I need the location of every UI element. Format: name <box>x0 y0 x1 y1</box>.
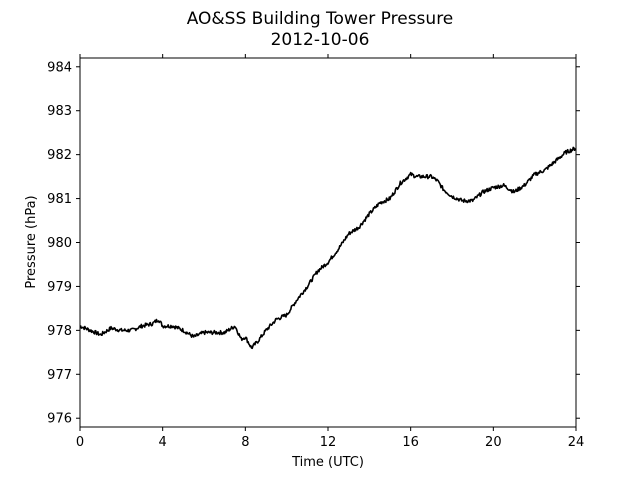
x-tick-label-16: 16 <box>402 435 419 450</box>
x-tick-label-20: 20 <box>485 435 502 450</box>
x-tick-label-12: 12 <box>320 435 337 450</box>
plot-frame <box>79 57 577 428</box>
y-tick-label-983: 983 <box>47 104 72 119</box>
plot-area: 0 4 8 12 16 20 24 976 977 978 979 980 981 982 983 984 <box>47 54 584 450</box>
y-axis-label: Pressure (hPa) <box>24 195 39 288</box>
x-tick-label-4: 4 <box>159 435 167 450</box>
chart-title: AO&SS Building Tower Pressure <box>187 9 454 29</box>
y-tick-label-978: 978 <box>47 324 72 339</box>
x-tick-label-0: 0 <box>76 435 84 450</box>
y-tick-label-982: 982 <box>47 148 72 163</box>
chart-subtitle: 2012-10-06 <box>271 30 370 50</box>
pressure-line <box>79 146 577 350</box>
y-tick-label-984: 984 <box>47 60 72 75</box>
y-tick-label-977: 977 <box>47 368 72 383</box>
y-tick-label-980: 980 <box>47 236 72 251</box>
x-axis-label: Time (UTC) <box>291 455 364 470</box>
x-tick-label-8: 8 <box>241 435 249 450</box>
x-tick-label-24: 24 <box>568 435 585 450</box>
y-tick-label-981: 981 <box>47 192 72 207</box>
y-tick-label-979: 979 <box>47 280 72 295</box>
y-tick-label-976: 976 <box>47 412 72 427</box>
